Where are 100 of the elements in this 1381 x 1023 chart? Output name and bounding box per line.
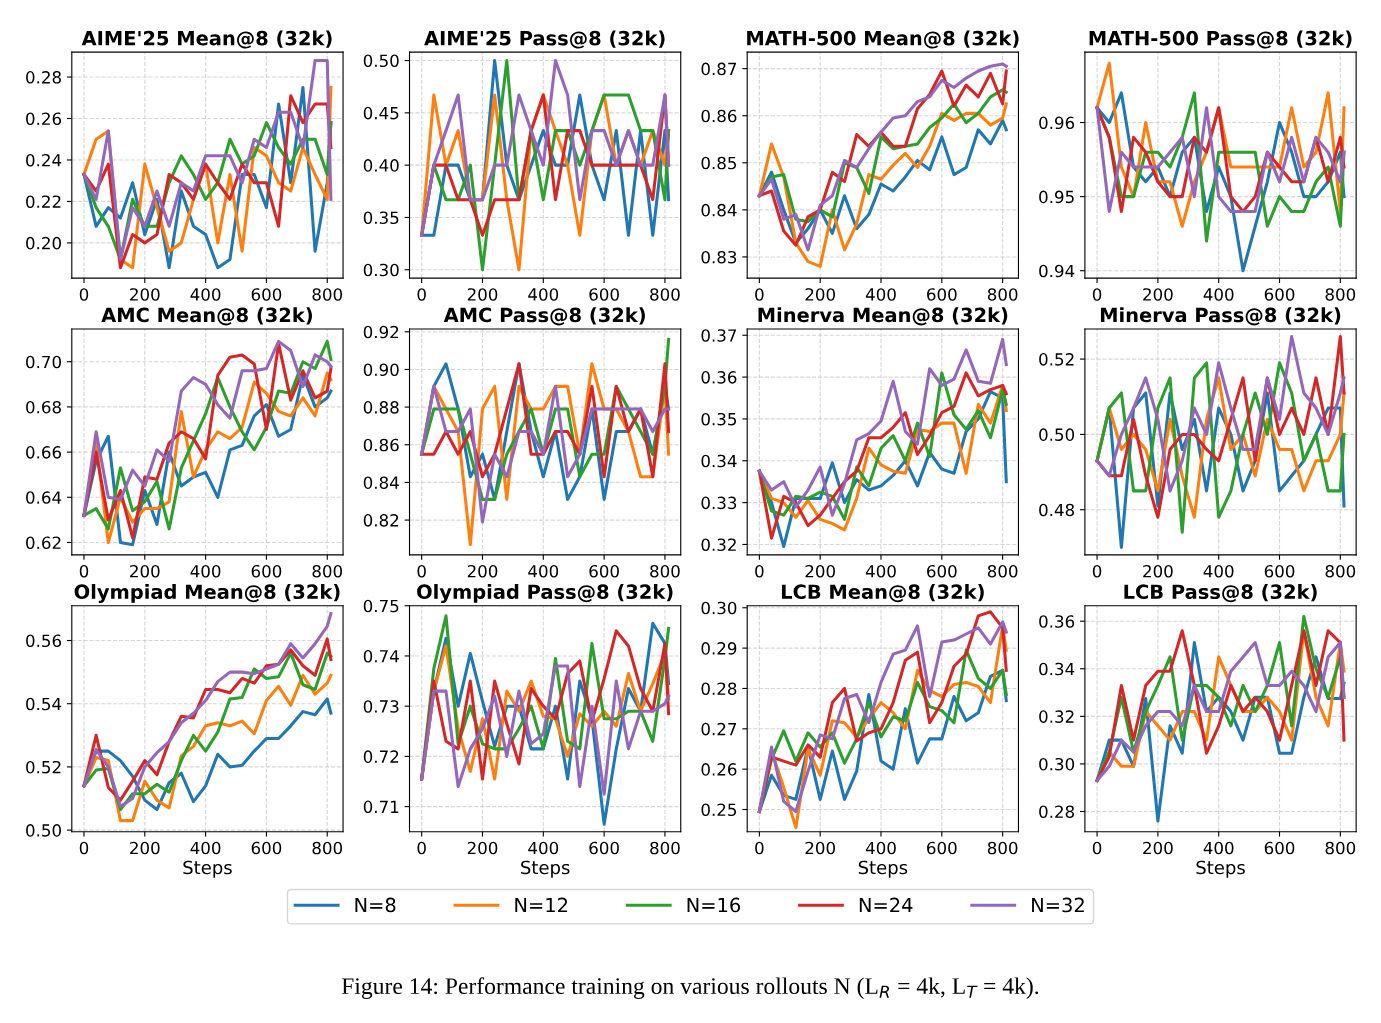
x-tick-label: 800 <box>1325 841 1356 855</box>
x-tick-label: 400 <box>1203 841 1234 855</box>
y-tick-label: 0.35 <box>701 412 737 426</box>
x-tick-label: 0 <box>417 288 426 301</box>
x-tick-label: 0 <box>417 841 426 855</box>
y-tick-label: 0.88 <box>363 401 399 414</box>
x-tick-label: 400 <box>865 288 896 301</box>
y-tick-label: 0.66 <box>26 446 62 459</box>
x-tick-label: 800 <box>650 288 680 301</box>
y-tick-label: 0.22 <box>26 195 61 208</box>
line-series <box>82 58 333 261</box>
x-tick-label: 600 <box>1264 564 1295 578</box>
x-tick-label: 200 <box>130 841 160 855</box>
y-tick-label: 0.25 <box>701 803 737 817</box>
x-tick-label: 200 <box>130 564 160 578</box>
x-axis-title: Steps <box>183 860 232 878</box>
y-tick-label: 0.32 <box>701 538 736 552</box>
chart-title: AIME'25 Mean@8 (32k) <box>81 30 332 49</box>
x-tick-label: 800 <box>987 841 1018 855</box>
y-tick-label: 0.34 <box>1039 662 1075 676</box>
x-tick-label: 400 <box>190 564 221 578</box>
x-tick-label: 0 <box>79 841 89 855</box>
y-tick-label: 0.26 <box>26 112 62 126</box>
y-tick-label: 0.56 <box>26 634 62 648</box>
x-tick-label: 600 <box>1264 288 1295 301</box>
x-tick-label: 800 <box>987 288 1018 301</box>
y-tick-label: 0.29 <box>701 642 737 655</box>
chart-title: Olympiad Mean@8 (32k) <box>74 584 340 603</box>
y-tick-label: 0.40 <box>363 159 399 172</box>
legend-label: N=24 <box>859 897 913 913</box>
x-tick-label: 0 <box>417 564 426 578</box>
y-tick-label: 0.28 <box>26 71 61 84</box>
y-tick-label: 0.92 <box>363 325 399 339</box>
x-tick-label: 0 <box>1092 841 1102 855</box>
y-tick-label: 0.73 <box>363 700 399 713</box>
y-tick-label: 0.94 <box>1039 264 1075 278</box>
x-tick-label: 0 <box>755 841 764 855</box>
y-tick-label: 0.30 <box>363 263 399 277</box>
legend-label: N=8 <box>355 897 396 913</box>
y-tick-label: 0.70 <box>26 355 61 369</box>
line-series <box>420 362 671 479</box>
x-tick-label: 800 <box>987 564 1018 578</box>
legend-label: N=12 <box>515 897 568 913</box>
y-tick-label: 0.75 <box>363 599 399 613</box>
x-tick-label: 400 <box>1203 288 1234 301</box>
chart-title: AIME'25 Pass@8 (32k) <box>424 30 665 49</box>
y-tick-label: 0.50 <box>1039 428 1075 441</box>
y-tick-label: 0.28 <box>701 682 737 696</box>
x-tick-label: 0 <box>1092 288 1102 301</box>
y-tick-label: 0.86 <box>363 438 399 452</box>
y-tick-label: 0.36 <box>701 371 737 384</box>
x-tick-label: 600 <box>589 288 619 301</box>
chart-title: Minerva Pass@8 (32k) <box>1100 307 1341 326</box>
x-tick-label: 200 <box>467 288 498 301</box>
x-tick-label: 200 <box>805 288 835 301</box>
x-tick-label: 600 <box>927 288 957 301</box>
y-tick-label: 0.37 <box>701 329 737 342</box>
y-tick-label: 0.86 <box>701 109 737 123</box>
y-tick-label: 0.33 <box>701 496 737 510</box>
x-tick-label: 0 <box>79 288 89 301</box>
y-tick-label: 0.50 <box>363 54 399 68</box>
x-tick-label: 800 <box>650 841 680 855</box>
x-tick-label: 800 <box>1325 288 1356 301</box>
chart-title: LCB Mean@8 (32k) <box>781 584 984 603</box>
y-tick-label: 0.52 <box>26 760 61 774</box>
x-axis-title: Steps <box>521 860 570 878</box>
x-tick-label: 200 <box>1143 841 1173 855</box>
y-tick-label: 0.36 <box>1039 615 1075 628</box>
y-tick-label: 0.27 <box>701 722 737 736</box>
y-tick-label: 0.83 <box>701 250 737 264</box>
y-tick-label: 0.30 <box>1039 757 1075 771</box>
y-tick-label: 0.24 <box>26 153 62 167</box>
legend-label: N=32 <box>1032 897 1084 913</box>
x-tick-label: 800 <box>650 564 680 578</box>
y-tick-label: 0.62 <box>26 536 61 550</box>
y-tick-label: 0.35 <box>363 211 399 225</box>
chart-title: Olympiad Pass@8 (32k) <box>417 584 673 603</box>
x-tick-label: 0 <box>1092 564 1102 578</box>
x-tick-label: 800 <box>1325 564 1356 578</box>
chart-title: AMC Mean@8 (32k) <box>101 307 312 326</box>
x-tick-label: 600 <box>927 564 957 578</box>
y-tick-label: 0.32 <box>1039 710 1074 723</box>
x-tick-label: 400 <box>1203 564 1234 578</box>
x-tick-label: 400 <box>865 564 896 578</box>
y-tick-label: 0.52 <box>1039 353 1074 366</box>
x-tick-label: 600 <box>251 288 282 301</box>
chart-title: MATH-500 Pass@8 (32k) <box>1089 30 1352 49</box>
x-tick-label: 200 <box>130 288 160 301</box>
line-series <box>420 664 671 796</box>
x-tick-label: 400 <box>190 841 221 855</box>
y-tick-label: 0.26 <box>701 763 737 776</box>
x-axis-title: Steps <box>858 860 908 878</box>
chart-title: AMC Pass@8 (32k) <box>443 307 645 326</box>
line-series <box>420 384 671 524</box>
x-tick-label: 600 <box>589 564 619 578</box>
caption: Figure 14: Performance training on various rollouts N (L$_{R}$ = 4k, L$_{T}$ = 4k). <box>341 977 1039 999</box>
y-tick-label: 0.95 <box>1039 190 1074 204</box>
legend-label: N=16 <box>687 897 741 913</box>
chart-title: LCB Pass@8 (32k) <box>1124 584 1317 603</box>
y-tick-label: 0.71 <box>363 800 399 814</box>
